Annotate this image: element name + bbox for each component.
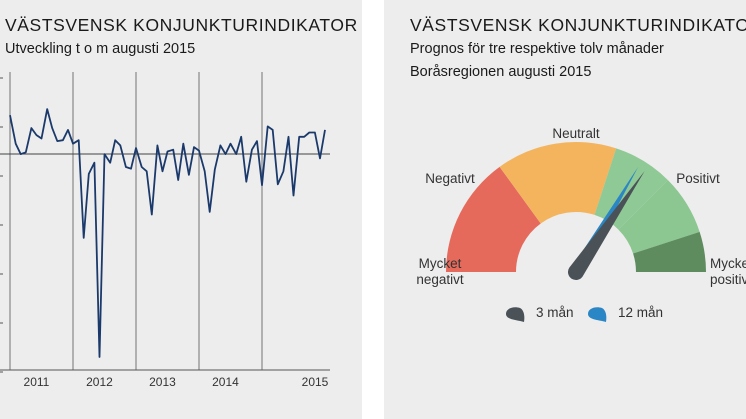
gauge-label-very-negative-line1: Mycket (419, 256, 462, 271)
line-chart-subtitle: Utveckling t o m augusti 2015 (5, 41, 196, 57)
legend-label-3m: 3 mån (536, 305, 574, 320)
gauge-title: VÄSTSVENSK KONJUNKTURINDIKATOR (410, 15, 746, 35)
gauge-segment-very-positive (633, 231, 706, 272)
gauge-label-very-positive-line2: positivt (710, 272, 746, 287)
x-tick-label: 2015 (302, 375, 329, 389)
line-chart-title: VÄSTSVENSK KONJUNKTURINDIKATOR (5, 15, 358, 35)
gauge-segment-negative (499, 142, 617, 224)
line-chart-grid (0, 72, 263, 373)
line-chart-x-labels: 2011 2012 2013 2014 2015 (24, 375, 329, 389)
legend-drop-icon-3m (506, 307, 525, 322)
x-tick-label: 2013 (149, 375, 176, 389)
line-chart-panel: VÄSTSVENSK KONJUNKTURINDIKATOR Utvecklin… (0, 0, 362, 419)
gauge-label-neutral: Neutralt (552, 126, 600, 141)
gauge-subtitle-2: Boråsregionen augusti 2015 (410, 64, 592, 80)
legend-drop-icon-12m (588, 307, 607, 322)
gauge-subtitle-1: Prognos för tre respektive tolv månader (410, 41, 664, 57)
gauge-needles (567, 166, 645, 281)
x-tick-label: 2014 (212, 375, 239, 389)
gauge-segments (446, 142, 706, 272)
gauge-segment-positive (618, 180, 700, 254)
legend-label-12m: 12 mån (618, 305, 663, 320)
x-tick-label: 2011 (24, 375, 50, 389)
gauge-label-very-positive-line1: Mycket (710, 256, 746, 271)
gauge-label-negative: Negativt (425, 171, 475, 186)
line-chart-svg: 2011 2012 2013 2014 2015 (0, 72, 330, 389)
gauge-needle-3m (567, 171, 645, 281)
gauge-segment-very-negative (446, 166, 541, 272)
x-tick-label: 2012 (86, 375, 113, 389)
gauge-panel: VÄSTSVENSK KONJUNKTURINDIKATOR Prognos f… (384, 0, 746, 419)
gauge-label-positive: Positivt (676, 171, 720, 186)
line-chart-series (9, 108, 326, 358)
gauge-svg: Mycket negativt Negativt Neutralt Positi… (416, 126, 746, 322)
gauge-label-very-negative-line2: negativt (416, 272, 464, 287)
